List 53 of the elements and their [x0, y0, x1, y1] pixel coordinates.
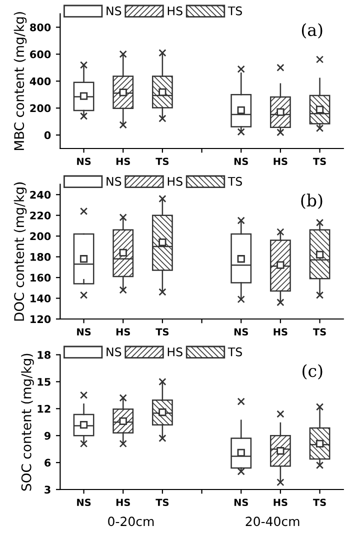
- text: 20-40cm: [246, 516, 300, 526]
- x-tick-label: NS: [234, 158, 248, 166]
- legend-label: HS: [168, 6, 182, 16]
- y-tick-label: 400: [30, 77, 51, 86]
- x-tick-label: HS: [274, 498, 288, 506]
- y-axis-title: MBC content (mg/kg): [14, 12, 27, 150]
- y-tick-label: 240: [30, 190, 51, 199]
- x-tick-label: TS: [313, 158, 326, 166]
- legend-label: TS: [228, 347, 242, 356]
- y-tick-label: 600: [30, 50, 51, 58]
- x-tick-label: NS: [234, 328, 248, 336]
- x-tick-label: HS: [274, 328, 288, 336]
- x-tick-label: HS: [116, 158, 130, 166]
- x-tick-label: TS: [313, 328, 326, 336]
- x-tick-label: NS: [77, 328, 91, 336]
- legend-label: HS: [168, 347, 182, 356]
- x-tick-label: HS: [274, 158, 288, 166]
- x-tick-label: TS: [313, 498, 326, 506]
- y-tick-label: 15: [38, 378, 50, 386]
- legend-label: TS: [228, 6, 242, 16]
- y-axis-title: SOC content (mg/kg): [21, 354, 34, 491]
- legend-label: NS: [106, 176, 122, 186]
- y-tick-label: 140: [30, 294, 51, 302]
- legend-label: NS: [106, 347, 122, 356]
- y-axis-title: DOC content (mg/kg): [14, 182, 27, 321]
- legend-label: HS: [168, 176, 182, 186]
- x-tick-label: NS: [234, 498, 248, 506]
- y-tick-label: 0: [44, 131, 51, 140]
- y-tick-label: 12: [38, 404, 50, 413]
- y-tick-label: 200: [30, 232, 51, 240]
- x-tick-label: TS: [156, 498, 169, 506]
- y-tick-label: 3: [44, 486, 50, 494]
- annotation: (b): [301, 194, 322, 209]
- legend-label: TS: [228, 176, 242, 186]
- x-tick-label: TS: [156, 158, 169, 166]
- x-tick-label: NS: [77, 498, 91, 506]
- legend-label: NS: [106, 6, 122, 16]
- y-tick-label: 180: [30, 253, 51, 261]
- y-tick-label: 160: [30, 274, 51, 282]
- x-tick-label: NS: [77, 158, 91, 166]
- y-tick-label: 9: [44, 432, 50, 440]
- text: 0-20cm: [108, 516, 154, 526]
- annotation: (a): [302, 23, 322, 38]
- y-tick-label: 18: [38, 350, 51, 359]
- x-tick-label: HS: [116, 328, 130, 336]
- y-tick-label: 220: [30, 212, 51, 220]
- y-tick-label: 800: [30, 23, 51, 32]
- annotation: (c): [302, 364, 322, 380]
- y-tick-label: 200: [30, 104, 51, 112]
- y-tick-label: 120: [30, 315, 51, 324]
- x-tick-label: TS: [156, 328, 169, 336]
- x-tick-label: HS: [116, 498, 130, 506]
- y-tick-label: 6: [44, 458, 51, 467]
